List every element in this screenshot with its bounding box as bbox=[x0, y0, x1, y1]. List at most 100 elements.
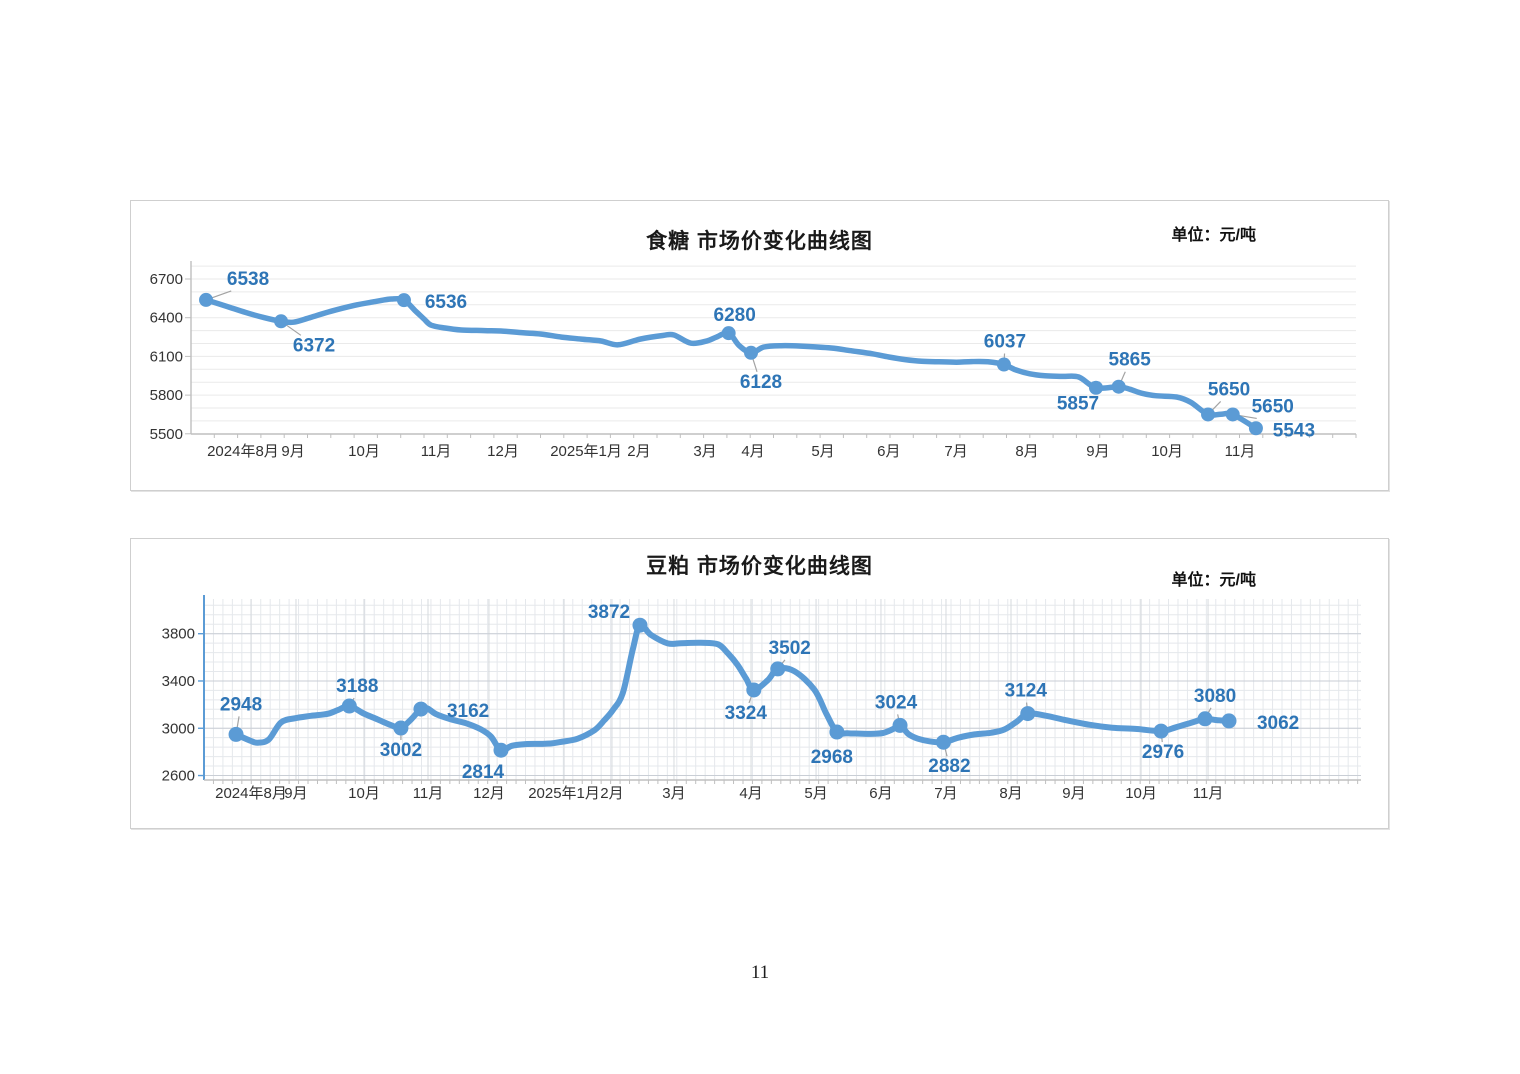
data-point-marker bbox=[1197, 711, 1213, 727]
x-axis-tick-label: 11月 bbox=[1225, 443, 1256, 460]
x-axis-tick-label: 12月 bbox=[487, 443, 519, 460]
y-axis-tick-label: 6400 bbox=[150, 310, 183, 327]
data-point-marker bbox=[935, 734, 951, 750]
x-axis-tick-label: 5月 bbox=[804, 785, 827, 802]
y-axis-tick-label: 2600 bbox=[162, 768, 195, 785]
data-point-label: 3324 bbox=[725, 703, 768, 724]
data-point-label: 5543 bbox=[1273, 420, 1315, 441]
data-point-marker bbox=[396, 293, 411, 308]
y-axis-tick-label: 5800 bbox=[150, 387, 183, 404]
data-point-marker bbox=[892, 717, 908, 733]
data-point-marker bbox=[632, 617, 648, 633]
x-axis-tick-label: 2024年8月 bbox=[215, 785, 287, 802]
data-point-marker bbox=[199, 292, 214, 307]
data-point-marker bbox=[996, 357, 1011, 372]
data-point-marker bbox=[1221, 713, 1237, 729]
x-axis-tick-label: 4月 bbox=[739, 785, 762, 802]
data-point-label: 6128 bbox=[740, 372, 782, 393]
data-point-label: 6037 bbox=[984, 332, 1026, 353]
x-axis-tick-label: 10月 bbox=[348, 785, 380, 802]
x-axis-tick-label: 2025年1月 bbox=[550, 443, 622, 460]
data-point-marker bbox=[1225, 407, 1240, 422]
x-axis-tick-label: 3月 bbox=[693, 443, 716, 460]
data-point-marker bbox=[721, 326, 736, 341]
y-axis-tick-label: 6100 bbox=[150, 348, 183, 365]
x-axis-tick-label: 10月 bbox=[1125, 785, 1157, 802]
x-axis-tick-label: 8月 bbox=[999, 785, 1022, 802]
y-axis-tick-label: 3400 bbox=[162, 673, 195, 690]
price-series: 2948 3188 3002 3162 2814 3872 3324 3502 2968 3024… bbox=[220, 602, 1299, 783]
y-axis-tick-label: 3800 bbox=[162, 626, 195, 643]
data-point-marker bbox=[1088, 380, 1103, 395]
data-point-marker bbox=[1020, 706, 1036, 722]
x-axis-tick-label: 8月 bbox=[1015, 443, 1038, 460]
x-axis-tick-label: 11月 bbox=[421, 443, 452, 460]
x-axis-tick-label: 7月 bbox=[934, 785, 957, 802]
data-point-marker bbox=[228, 726, 244, 742]
data-point-label: 3062 bbox=[1257, 713, 1299, 734]
x-axis-tick-label: 2024年8月 bbox=[207, 443, 279, 460]
data-point-label: 5865 bbox=[1109, 350, 1152, 371]
data-point-label: 3024 bbox=[875, 692, 918, 713]
x-axis-tick-label: 5月 bbox=[811, 443, 834, 460]
x-axis-tick-label: 9月 bbox=[284, 785, 307, 802]
x-axis-tick-label: 4月 bbox=[741, 443, 764, 460]
data-point-label: 3188 bbox=[336, 676, 378, 697]
data-point-label: 2948 bbox=[220, 694, 262, 715]
data-point-label: 5857 bbox=[1057, 394, 1099, 415]
x-axis-tick-label: 6月 bbox=[869, 785, 892, 802]
data-point-label: 2882 bbox=[928, 756, 970, 777]
x-axis-tick-label: 2月 bbox=[627, 443, 650, 460]
data-point-marker bbox=[413, 701, 429, 717]
data-point-marker bbox=[274, 314, 289, 329]
x-axis-tick-label: 9月 bbox=[1086, 443, 1109, 460]
y-axis-tick-label: 5500 bbox=[150, 426, 183, 443]
data-point-marker bbox=[493, 742, 509, 758]
data-point-label: 3002 bbox=[380, 740, 422, 761]
data-point-marker bbox=[1153, 723, 1169, 739]
price-series: 6538 6372 6536 6280 6128 6037 5857 5865 56505650… bbox=[199, 269, 1315, 441]
x-axis-tick-label: 3月 bbox=[662, 785, 685, 802]
data-point-label: 6280 bbox=[714, 305, 756, 326]
data-point-label: 6538 bbox=[227, 269, 269, 290]
x-axis-tick-label: 11月 bbox=[1193, 785, 1224, 802]
data-point-label: 3872 bbox=[588, 602, 630, 623]
x-axis-tick-label: 10月 bbox=[1151, 443, 1183, 460]
data-point-label: 2976 bbox=[1142, 742, 1184, 763]
x-axis-tick-label: 7月 bbox=[944, 443, 967, 460]
page-number: 11 bbox=[750, 962, 770, 983]
x-axis-tick-label: 11月 bbox=[413, 785, 444, 802]
price-line bbox=[233, 621, 1232, 754]
x-axis-tick-label: 6月 bbox=[877, 443, 900, 460]
y-axis-tick-label: 3000 bbox=[162, 720, 195, 737]
data-point-label: 3080 bbox=[1194, 686, 1236, 707]
x-axis-tick-label: 12月 bbox=[473, 785, 505, 802]
unit-label: 单位：元/吨 bbox=[1171, 572, 1256, 589]
axes bbox=[198, 595, 1361, 784]
data-point-marker bbox=[393, 720, 409, 736]
sugar-chart-box: 6700 6400 6100 5800 5500 2024年8月 9月 10月 11月 12月 20… bbox=[130, 200, 1389, 491]
data-point-marker bbox=[341, 698, 357, 714]
data-point-marker bbox=[770, 661, 786, 677]
gridlines bbox=[204, 599, 1361, 780]
x-axis-tick-label: 10月 bbox=[348, 443, 380, 460]
data-point-marker bbox=[1248, 421, 1263, 436]
x-axis-tick-label: 9月 bbox=[1062, 785, 1085, 802]
data-point-label: 3502 bbox=[769, 638, 811, 659]
data-point-label: 5650 bbox=[1252, 396, 1294, 417]
data-point-marker bbox=[746, 682, 762, 698]
data-point-label: 3162 bbox=[447, 701, 489, 722]
data-point-marker bbox=[1111, 379, 1126, 394]
data-point-marker bbox=[1201, 407, 1216, 422]
data-point-label: 3124 bbox=[1005, 681, 1048, 702]
data-point-label: 6372 bbox=[293, 335, 335, 356]
chart-title: 食糖 市场价变化曲线图 bbox=[646, 230, 873, 253]
data-point-marker bbox=[829, 724, 845, 740]
data-point-label: 2968 bbox=[811, 747, 853, 768]
unit-label: 单位：元/吨 bbox=[1171, 227, 1256, 244]
data-point-label: 6536 bbox=[425, 292, 467, 313]
